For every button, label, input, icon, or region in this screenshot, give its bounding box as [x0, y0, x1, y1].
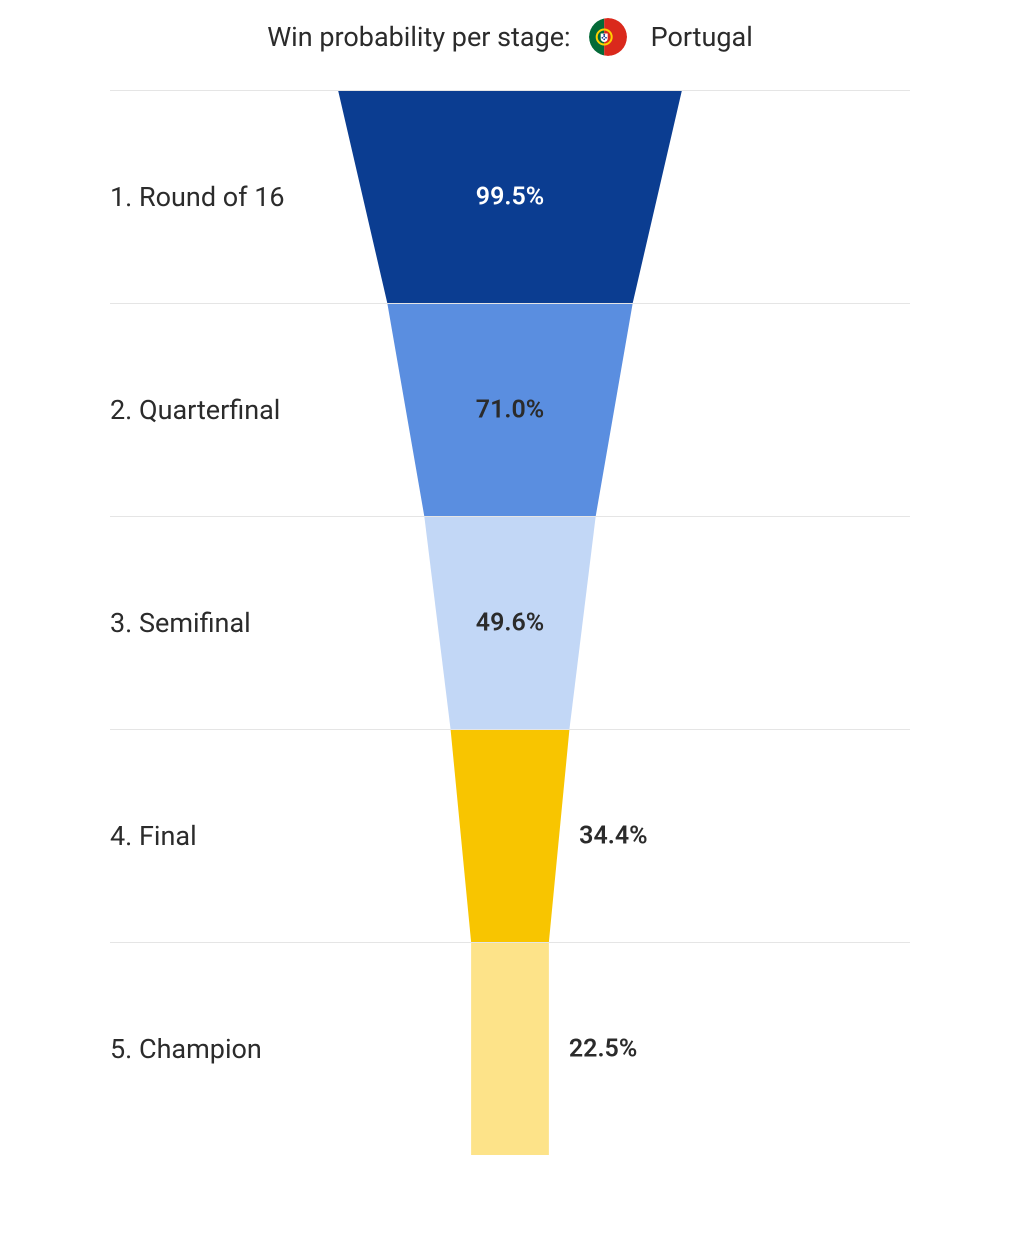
- funnel-row: 1. Round of 16 99.5%: [110, 90, 910, 303]
- funnel-row: 5. Champion 22.5%: [110, 942, 910, 1155]
- stage-label: 4. Final: [110, 820, 197, 852]
- stage-value: 71.0%: [476, 396, 544, 425]
- stage-value: 49.6%: [476, 609, 544, 638]
- funnel-row: 4. Final 34.4%: [110, 729, 910, 942]
- funnel-row: 2. Quarterfinal 71.0%: [110, 303, 910, 516]
- stage-label: 1. Round of 16: [110, 181, 285, 213]
- stage-value: 99.5%: [476, 183, 544, 212]
- stage-value: 34.4%: [579, 822, 647, 851]
- chart-header: Win probability per stage: Portugal: [0, 0, 1020, 90]
- stage-label: 3. Semifinal: [110, 607, 251, 639]
- stage-label: 5. Champion: [110, 1033, 262, 1065]
- funnel-row: 3. Semifinal 49.6%: [110, 516, 910, 729]
- portugal-flag-icon: [589, 18, 627, 56]
- funnel-chart: 1. Round of 16 99.5% 2. Quarterfinal 71.0% 3…: [110, 90, 910, 1155]
- country-name: Portugal: [651, 21, 753, 53]
- stage-label: 2. Quarterfinal: [110, 394, 280, 426]
- chart-title: Win probability per stage:: [267, 21, 570, 53]
- chart-container: Win probability per stage: Portugal 1. R: [0, 0, 1020, 1195]
- stage-value: 22.5%: [569, 1035, 637, 1064]
